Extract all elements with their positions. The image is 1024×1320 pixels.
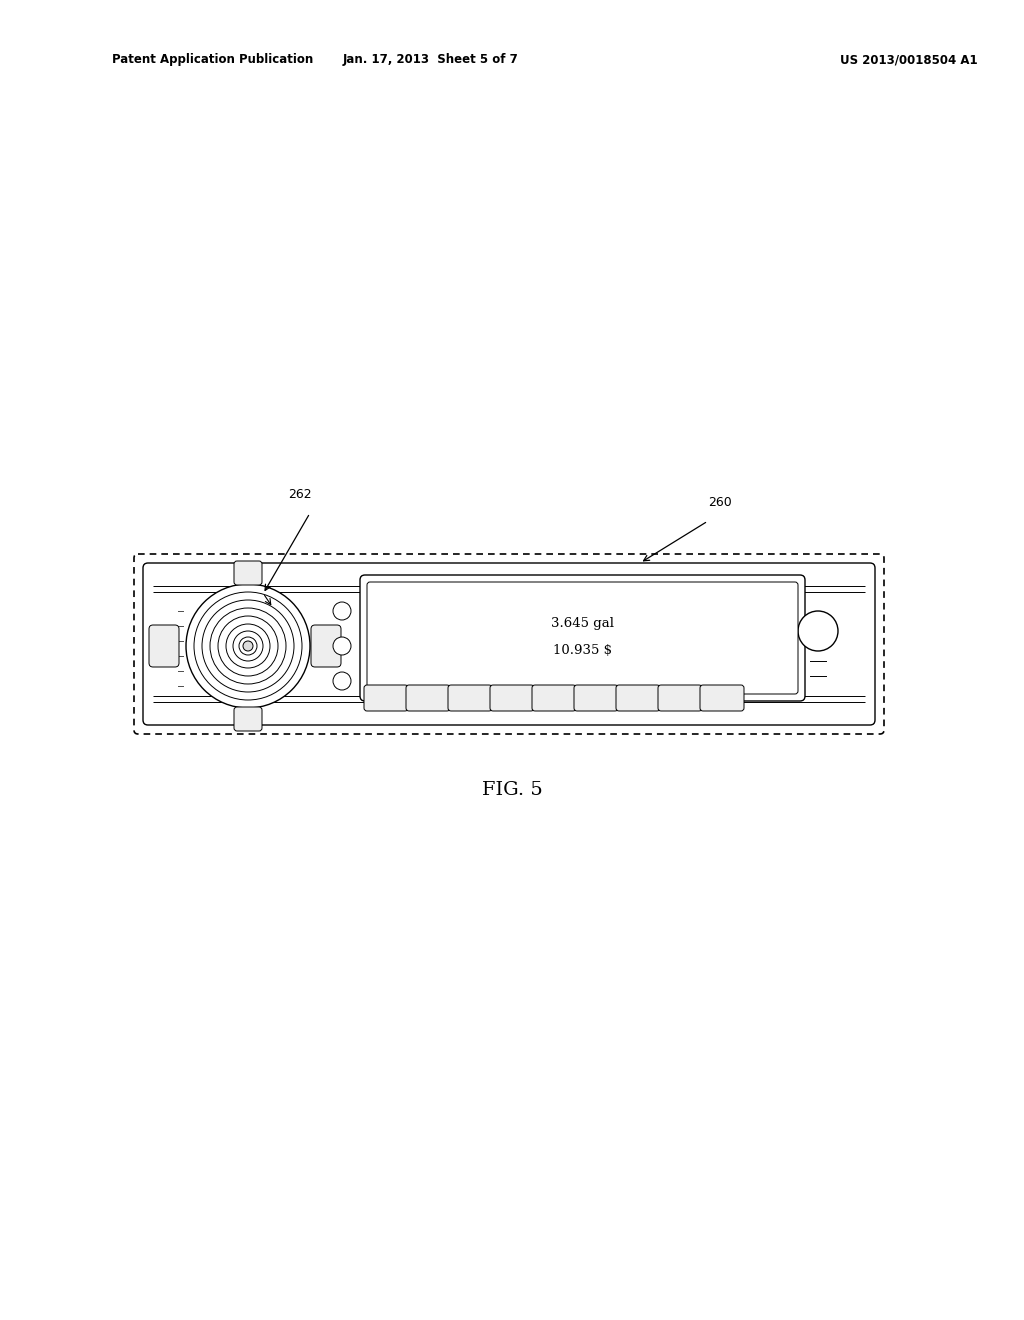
FancyBboxPatch shape [658, 685, 702, 711]
Text: FIG. 5: FIG. 5 [481, 781, 543, 799]
FancyBboxPatch shape [234, 561, 262, 585]
FancyBboxPatch shape [360, 576, 805, 701]
Circle shape [333, 672, 351, 690]
FancyBboxPatch shape [574, 685, 618, 711]
FancyBboxPatch shape [311, 624, 341, 667]
Text: Jan. 17, 2013  Sheet 5 of 7: Jan. 17, 2013 Sheet 5 of 7 [342, 54, 518, 66]
Circle shape [798, 611, 838, 651]
Text: Patent Application Publication: Patent Application Publication [112, 54, 313, 66]
Text: US 2013/0018504 A1: US 2013/0018504 A1 [840, 54, 978, 66]
Circle shape [333, 602, 351, 620]
Text: 3.645 gal: 3.645 gal [551, 618, 614, 631]
Text: 10.935 $: 10.935 $ [553, 644, 612, 656]
FancyBboxPatch shape [700, 685, 744, 711]
Text: 262: 262 [288, 488, 312, 502]
FancyBboxPatch shape [143, 564, 874, 725]
FancyBboxPatch shape [406, 685, 450, 711]
Circle shape [333, 638, 351, 655]
FancyBboxPatch shape [616, 685, 660, 711]
Circle shape [243, 642, 253, 651]
FancyBboxPatch shape [234, 708, 262, 731]
FancyBboxPatch shape [364, 685, 408, 711]
FancyBboxPatch shape [449, 685, 492, 711]
FancyBboxPatch shape [134, 554, 884, 734]
Circle shape [186, 583, 310, 708]
FancyBboxPatch shape [490, 685, 534, 711]
FancyBboxPatch shape [532, 685, 575, 711]
Text: 260: 260 [709, 496, 732, 510]
FancyBboxPatch shape [367, 582, 798, 694]
FancyBboxPatch shape [150, 624, 179, 667]
